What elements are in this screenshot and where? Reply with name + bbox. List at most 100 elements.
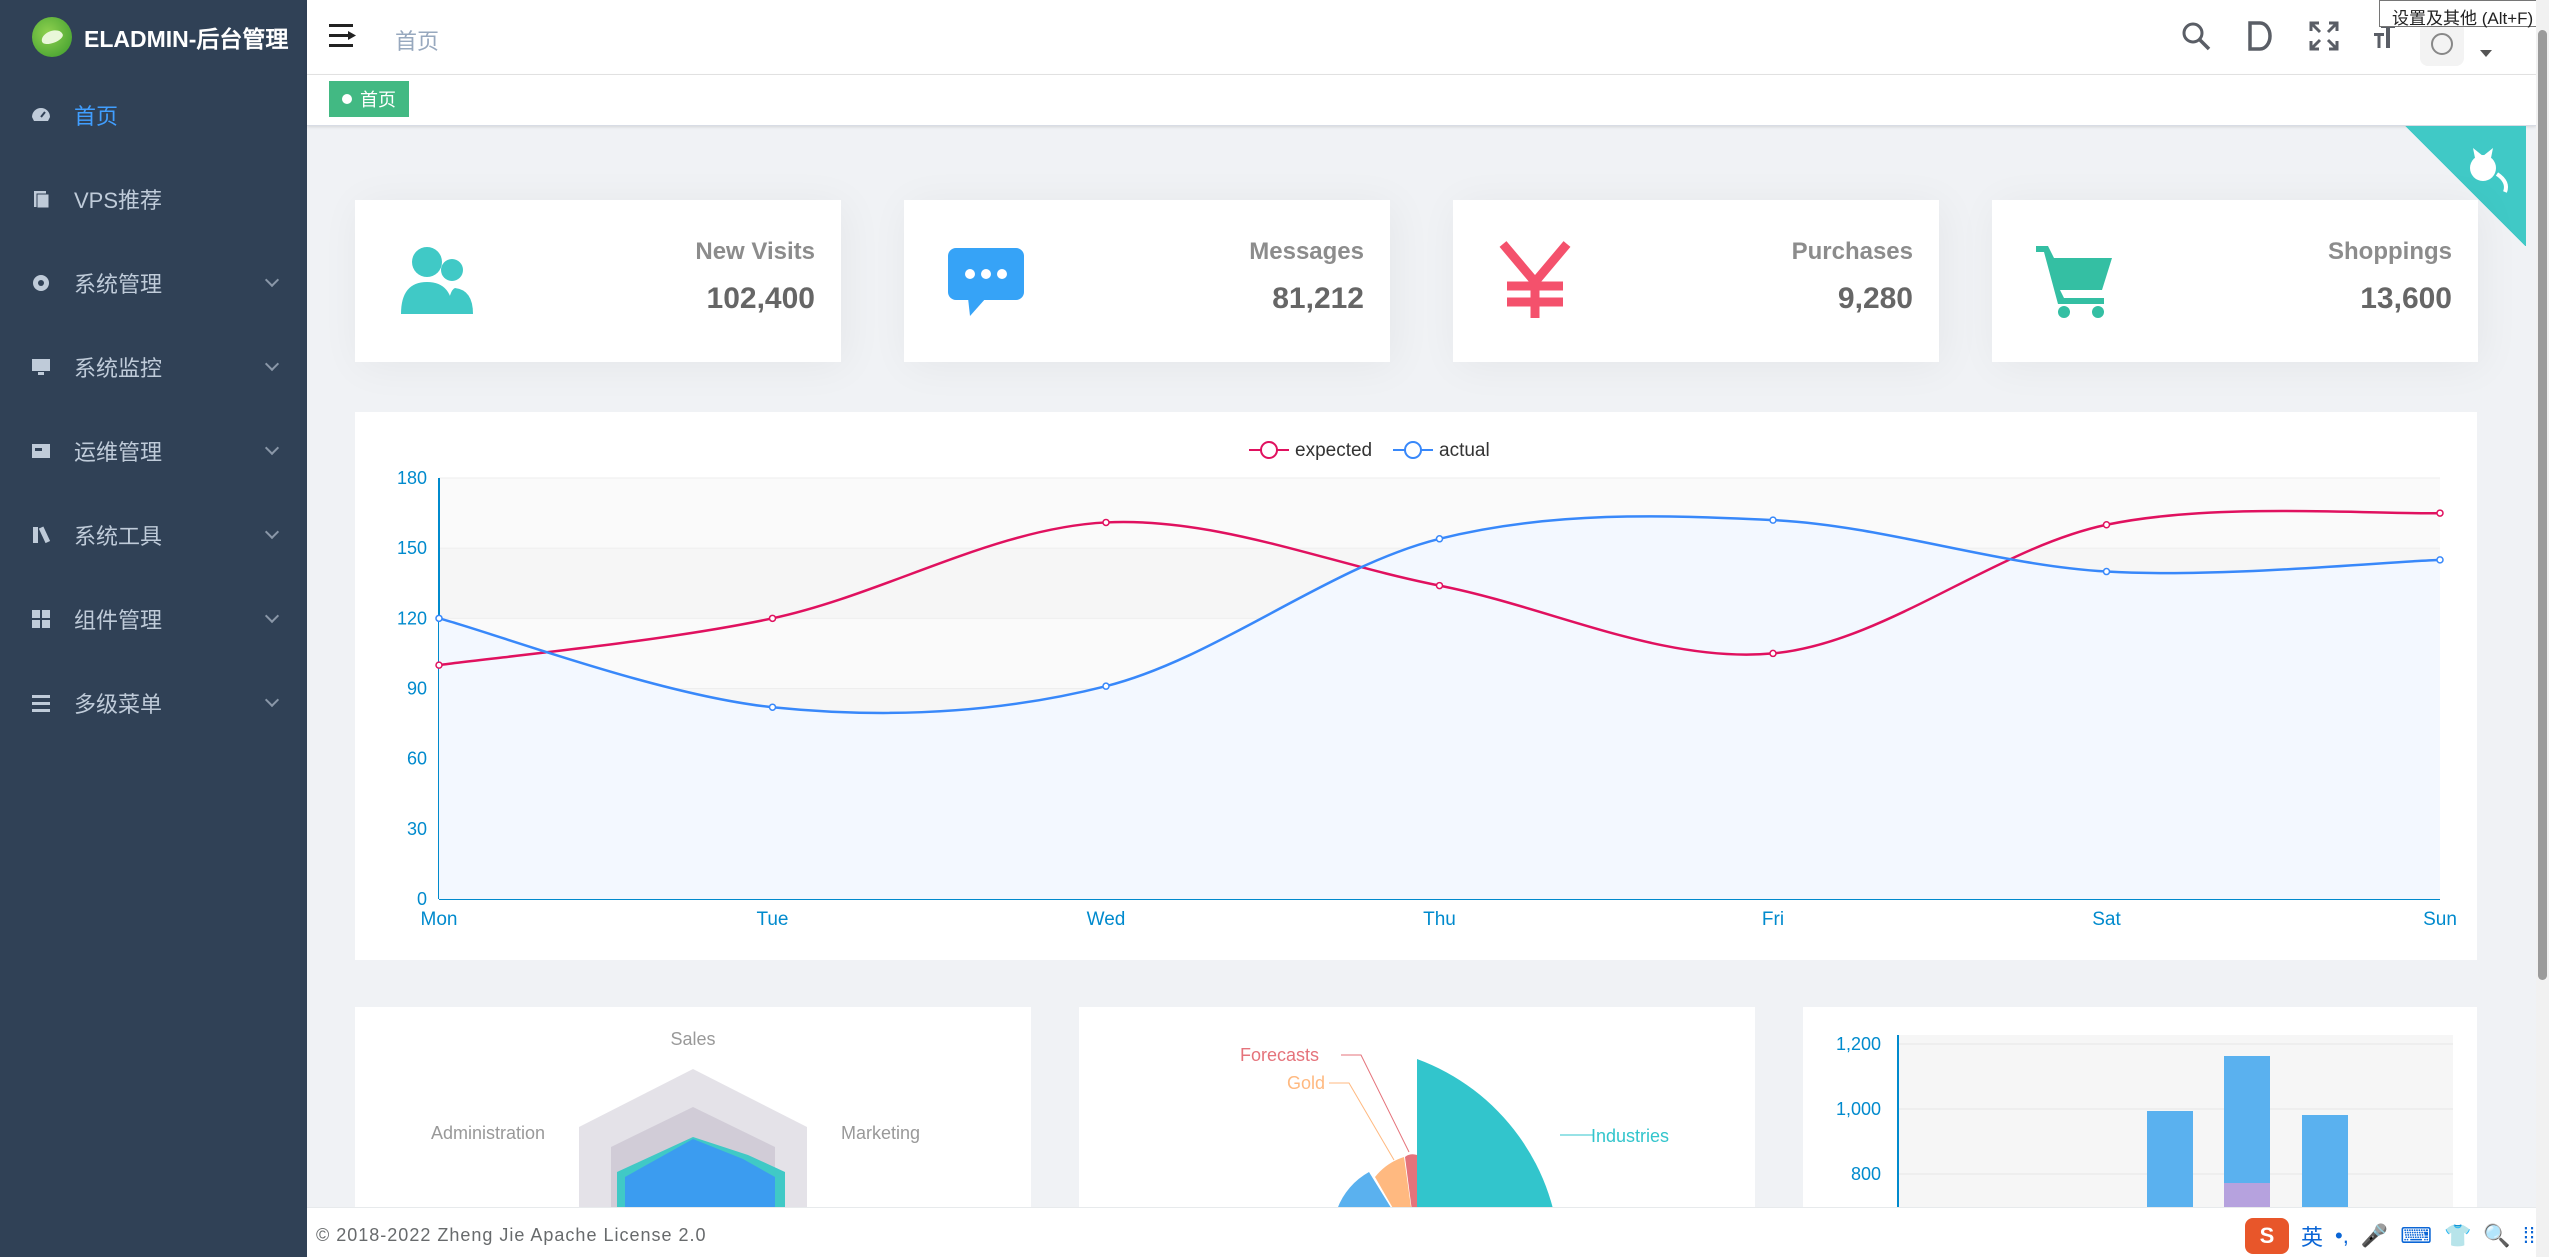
card-value: 9,280 <box>1837 282 1913 315</box>
server-icon <box>30 188 52 210</box>
shirt-icon[interactable]: 👕 <box>2444 1223 2472 1248</box>
app-title: ELADMIN-后台管理 <box>84 25 289 52</box>
chevron-down-icon <box>264 356 280 372</box>
point-expected-Mon <box>435 661 443 669</box>
point-expected-Wed <box>1102 518 1110 527</box>
legend-label-expected: expected <box>1295 440 1372 461</box>
tags-view: 首页 <box>307 75 2536 126</box>
x-tick-label: Sun <box>2423 909 2457 930</box>
point-expected-Sun <box>2436 509 2444 517</box>
sidebar-item-1[interactable]: VPS推荐 <box>0 157 307 241</box>
sidebar-item-label: 组件管理 <box>74 608 163 633</box>
stat-card-purchases[interactable]: Purchases 9,280 <box>1453 200 1939 362</box>
shopping-icon <box>2034 240 2114 320</box>
hamburger-icon[interactable] <box>329 24 357 48</box>
keyboard-icon[interactable]: ⌨ <box>2400 1223 2433 1248</box>
point-expected-Tue <box>768 614 777 623</box>
sidebar-item-5[interactable]: 系统工具 <box>0 493 307 577</box>
sidebar-item-7[interactable]: 多级菜单 <box>0 661 307 745</box>
ime-lang[interactable]: 英 <box>2301 1225 2324 1250</box>
sidebar-item-0[interactable]: 首页 <box>0 73 307 157</box>
x-tick-label: Fri <box>1762 909 1784 930</box>
sidebar-item-label: 运维管理 <box>74 440 163 465</box>
x-tick-label: Tue <box>756 909 788 930</box>
chevron-down-icon[interactable] <box>2480 50 2492 57</box>
y-tick-label: 60 <box>407 749 427 769</box>
footer: © 2018-2022 Zheng Jie Apache License 2.0 <box>307 1207 2536 1257</box>
scrollbar[interactable] <box>2536 0 2549 1257</box>
pie-label-forecasts: Forecasts <box>1240 1045 1319 1065</box>
bar-ytick-1200: 1,200 <box>1836 1034 1881 1054</box>
radar-label-marketing: Marketing <box>841 1123 920 1143</box>
fullscreen-icon[interactable] <box>2306 18 2342 54</box>
bar-ytick-1000: 1,000 <box>1836 1099 1881 1119</box>
stat-card-new-visits[interactable]: New Visits 102,400 <box>355 200 841 362</box>
chevron-down-icon <box>264 440 280 456</box>
ime-search-icon[interactable]: 🔍 <box>2483 1223 2511 1248</box>
radar-label-administration: Administration <box>431 1123 545 1143</box>
point-actual-Sat <box>2102 567 2111 576</box>
legend-label-actual: actual <box>1439 440 1490 461</box>
scrollbar-thumb[interactable] <box>2538 30 2547 980</box>
github-icon <box>2470 148 2508 193</box>
sidebar-item-2[interactable]: 系统管理 <box>0 241 307 325</box>
point-expected-Sat <box>2102 521 2111 529</box>
sidebar-item-3[interactable]: 系统监控 <box>0 325 307 409</box>
x-tick-label: Thu <box>1423 909 1456 930</box>
sidebar-item-label: VPS推荐 <box>74 188 163 213</box>
stat-card-messages[interactable]: Messages 81,212 <box>904 200 1390 362</box>
y-tick-label: 180 <box>397 468 427 488</box>
peoples-icon <box>397 240 477 320</box>
point-actual-Tue <box>768 703 777 711</box>
bar-ytick-800: 800 <box>1851 1164 1881 1184</box>
chevron-down-icon <box>264 692 280 708</box>
gear-icon <box>30 272 52 294</box>
y-tick-label: 0 <box>417 889 427 909</box>
dashboard-icon <box>30 104 52 126</box>
tools-icon <box>30 524 52 546</box>
tag-home[interactable]: 首页 <box>329 81 409 117</box>
ime-toolbar: S 英 •, 🎤 ⌨ 👕 🔍 ⁞⁞ <box>2245 1218 2535 1254</box>
x-tick-label: Sat <box>2092 909 2121 930</box>
point-actual-Mon <box>435 614 443 623</box>
card-value: 13,600 <box>2360 282 2452 315</box>
grid-icon <box>30 608 52 630</box>
sidebar-item-4[interactable]: 运维管理 <box>0 409 307 493</box>
avatar[interactable] <box>2420 22 2464 66</box>
line-chart: 0 30 60 90 120 150 180 Mon Tue Wed Thu Fri Sat Sun exp… <box>355 412 2477 960</box>
point-actual-Wed <box>1102 682 1110 690</box>
sidebar: ELADMIN-后台管理 首页 VPS推荐系统管理 系统监控运维管理系统工具组件管理… <box>0 0 307 1257</box>
message-icon <box>946 240 1026 320</box>
search-icon[interactable] <box>2178 18 2214 54</box>
logo[interactable]: ELADMIN-后台管理 <box>0 0 307 73</box>
sogou-ime-icon[interactable]: S <box>2245 1218 2289 1254</box>
sidebar-item-label: 多级菜单 <box>74 692 163 717</box>
mic-icon[interactable]: 🎤 <box>2360 1223 2389 1248</box>
card-label: New Visits <box>695 238 815 265</box>
radar-label-sales: Sales <box>670 1029 715 1049</box>
card-label: Purchases <box>1791 238 1913 265</box>
card-value: 102,400 <box>706 282 815 315</box>
doc-icon[interactable] <box>2242 18 2278 54</box>
tag-label: 首页 <box>360 90 396 110</box>
pie-label-gold: Gold <box>1287 1073 1325 1093</box>
chevron-down-icon <box>264 608 280 624</box>
card-value: 81,212 <box>1272 282 1364 315</box>
sidebar-item-label: 系统工具 <box>74 524 163 549</box>
breadcrumb: 首页 <box>395 29 440 54</box>
x-tick-label: Mon <box>421 909 458 930</box>
money-icon <box>1495 240 1575 320</box>
navbar: 首页 <box>307 0 2536 75</box>
monitor-icon <box>30 356 52 378</box>
tag-dot <box>342 94 352 104</box>
y-tick-label: 90 <box>407 679 427 699</box>
sidebar-item-6[interactable]: 组件管理 <box>0 577 307 661</box>
point-actual-Sun <box>2436 556 2444 564</box>
chevron-down-icon <box>264 524 280 540</box>
ime-punct[interactable]: •, <box>2335 1223 2349 1248</box>
stat-card-shoppings[interactable]: Shoppings 13,600 <box>1992 200 2478 362</box>
settings-tooltip: 设置及其他 (Alt+F) <box>2379 0 2549 28</box>
leaf-logo-icon <box>32 16 72 57</box>
ime-grid-icon[interactable]: ⁞⁞ <box>2522 1223 2536 1248</box>
point-expected-Fri <box>1769 649 1777 658</box>
